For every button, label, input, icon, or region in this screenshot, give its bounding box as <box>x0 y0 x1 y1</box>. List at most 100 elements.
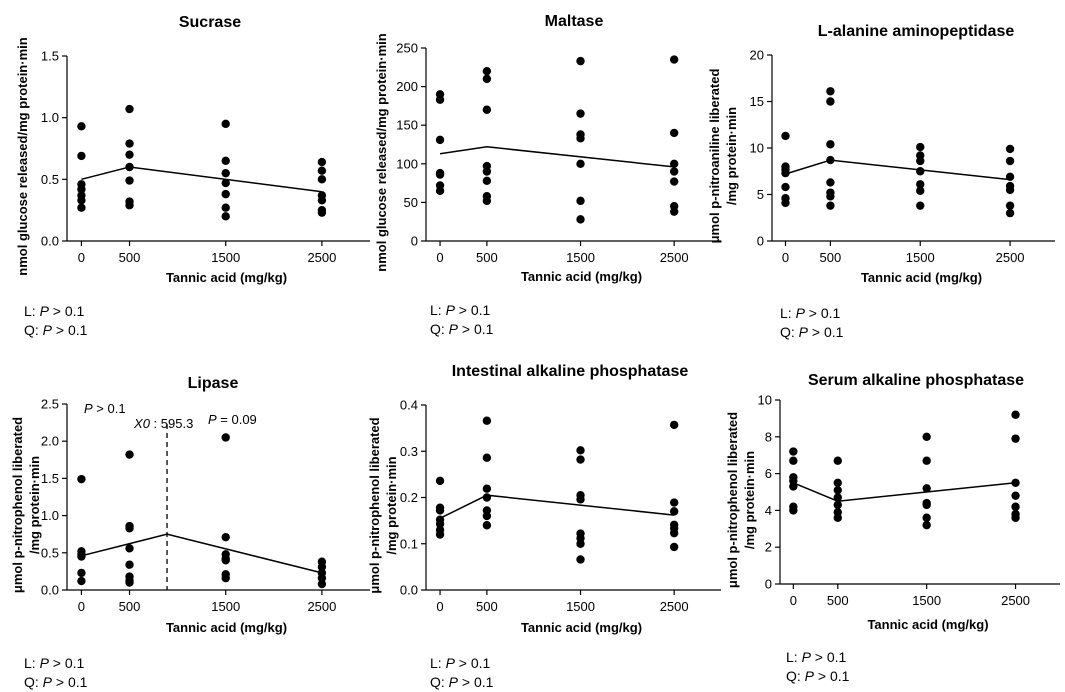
y-tick-label: 1.5 <box>41 471 59 486</box>
regression-stat-line: L: P > 0.1 <box>786 649 847 665</box>
x-axis-label: Tannic acid (mg/kg) <box>166 620 287 635</box>
y-axis-label-line2: /mg protein·min <box>742 451 757 549</box>
data-point <box>576 446 585 455</box>
data-point <box>317 208 327 217</box>
data-point <box>826 192 835 201</box>
data-point <box>221 203 230 212</box>
data-point <box>916 167 925 176</box>
y-tick-label: 0.5 <box>41 545 59 560</box>
x-tick-label: 2500 <box>660 250 689 265</box>
data-point <box>922 513 931 522</box>
chart-title: L-alanine aminopeptidase <box>818 23 1015 40</box>
x-axis-label: Tannic acid (mg/kg) <box>867 617 988 632</box>
y-tick-label: 1.0 <box>41 110 59 125</box>
y-tick-label: 10 <box>750 141 764 156</box>
data-point <box>669 55 679 64</box>
data-point <box>826 178 835 187</box>
data-point <box>77 196 86 205</box>
x-tick-label: 0 <box>436 599 443 614</box>
data-point <box>669 177 679 186</box>
y-tick-label: 10 <box>758 393 772 408</box>
chart-panel-3: L-alanine aminopeptidase 0 5 10 15 20 0 500 1500… <box>707 23 1055 285</box>
data-point <box>435 170 445 179</box>
x-axis-label: Tannic acid (mg/kg) <box>521 620 642 635</box>
y-tick-label: 0.0 <box>41 234 59 249</box>
regression-stat-line: Q: P > 0.1 <box>24 322 88 338</box>
data-point <box>1005 172 1015 182</box>
data-point <box>317 166 327 175</box>
data-point <box>576 109 585 118</box>
data-point <box>781 131 790 141</box>
data-point <box>317 157 327 167</box>
regression-stat-line: Q: P > 0.1 <box>780 324 844 340</box>
x-tick-label: 0 <box>78 599 85 614</box>
x-tick-label: 500 <box>119 599 141 614</box>
regression-stat-line: L: P > 0.1 <box>780 305 841 321</box>
regression-stat-line: L: P > 0.1 <box>430 302 491 318</box>
data-point <box>833 456 842 465</box>
data-point <box>781 182 790 192</box>
regression-stat-line: Q: P > 0.1 <box>786 668 850 684</box>
y-tick-label: 0.3 <box>400 444 418 459</box>
data-point <box>221 119 230 129</box>
chart-title: Intestinal alkaline phosphatase <box>452 363 689 380</box>
chart-panel-6: Serum alkaline phosphatase 0 2 4 6 8 10 0 500 150… <box>725 372 1060 632</box>
regression-stats: L: P > 0.1 Q: P > 0.1 <box>24 302 87 340</box>
x-tick-label: 500 <box>119 250 141 265</box>
data-point <box>482 453 492 462</box>
x-tick-label: 2500 <box>660 599 689 614</box>
y-tick-label: 0.0 <box>400 583 418 598</box>
fit-line <box>439 494 675 519</box>
data-point <box>435 506 445 515</box>
y-tick-label: 15 <box>750 94 764 109</box>
data-point <box>833 485 842 495</box>
x-tick-label: 0 <box>782 250 789 265</box>
breakpoint-label: X0 : 595.3 <box>133 416 193 431</box>
data-point <box>1011 410 1020 419</box>
data-point <box>317 175 327 184</box>
data-point <box>125 450 134 459</box>
x-axis-label: Tannic acid (mg/kg) <box>166 270 287 285</box>
chart-title: Lipase <box>188 375 239 392</box>
regression-stat-line: Q: P > 0.1 <box>24 674 88 690</box>
data-point <box>922 484 931 493</box>
fit-line <box>793 482 1016 502</box>
y-tick-label: 0.0 <box>41 583 59 598</box>
y-tick-label: 2.0 <box>41 434 59 449</box>
data-point <box>826 97 835 106</box>
y-tick-label: 0.4 <box>400 398 418 413</box>
data-point <box>1011 434 1020 443</box>
y-axis-label: μmol p-nitroaniline liberated <box>707 69 722 244</box>
data-point <box>1005 144 1015 154</box>
data-point <box>789 456 798 465</box>
data-point <box>482 493 492 502</box>
data-point <box>922 500 931 510</box>
data-point <box>781 198 790 208</box>
data-point <box>789 482 798 491</box>
regression-stat-line: Q: P > 0.1 <box>430 321 494 337</box>
data-point <box>922 432 931 441</box>
y-axis-label: nmol glucose released/mg protein·min <box>374 33 389 271</box>
x-tick-label: 500 <box>820 250 842 265</box>
y-axis-label: μmol p-nitrophenol liberated <box>10 417 25 593</box>
x-tick-label: 2500 <box>1001 593 1030 608</box>
data-point <box>781 168 790 178</box>
data-point <box>922 456 931 465</box>
data-point <box>833 500 842 510</box>
data-point <box>221 189 230 199</box>
data-point <box>482 521 492 530</box>
regression-stat-line: L: P > 0.1 <box>430 655 491 671</box>
y-tick-label: 50 <box>404 195 418 210</box>
x-tick-label: 500 <box>476 599 498 614</box>
y-tick-label: 0.1 <box>400 536 418 551</box>
data-point <box>482 511 492 521</box>
data-point <box>576 495 585 504</box>
data-point <box>576 56 585 66</box>
data-point <box>576 215 585 224</box>
x-tick-label: 0 <box>78 250 85 265</box>
data-point <box>125 544 134 553</box>
data-point <box>482 66 492 76</box>
y-tick-label: 2.5 <box>41 397 59 412</box>
data-point <box>833 478 842 487</box>
